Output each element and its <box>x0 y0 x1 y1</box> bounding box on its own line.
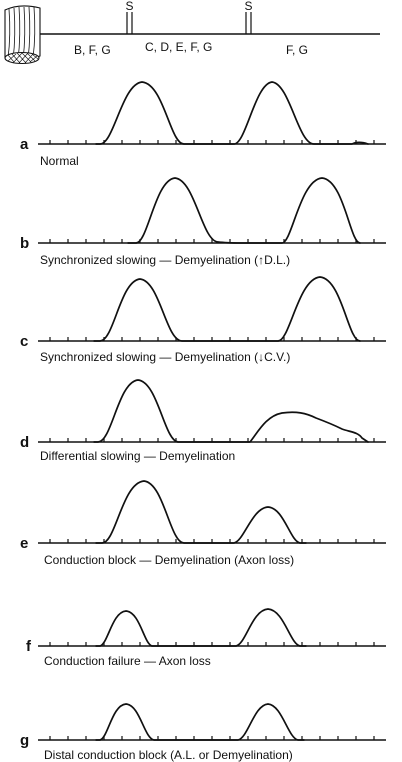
nerve-bundle-icon <box>4 5 41 65</box>
stimulation-site-1: S <box>125 0 134 34</box>
stim-label-1: S <box>125 0 133 13</box>
nerve-schematic: S S B, F, G C, D, E, F, G F, G <box>4 0 380 65</box>
waveform-a <box>95 81 369 145</box>
panel-letter-b: b <box>20 235 29 252</box>
panel-c: c Synchronized slowing — Demyelination (… <box>20 276 386 364</box>
panel-caption-e: Conduction block — Demyelination (Axon l… <box>44 553 294 567</box>
panel-a: a Normal <box>20 81 386 168</box>
stimulation-site-2: S <box>244 0 253 34</box>
panel-letter-f: f <box>26 638 32 655</box>
panel-caption-d: Differential slowing — Demyelination <box>40 449 235 463</box>
panel-d: d Differential slowing — Demyelination <box>20 379 386 463</box>
segment-label-2: C, D, E, F, G <box>145 40 212 54</box>
panel-f: f Conduction failure — Axon loss <box>26 608 386 668</box>
panel-caption-c: Synchronized slowing — Demyelination (↓C… <box>40 350 290 364</box>
panel-caption-g: Distal conduction block (A.L. or Demyeli… <box>44 748 293 762</box>
panel-letter-a: a <box>20 136 29 153</box>
panel-b: b Synchronized slowing — Demyelination (… <box>20 177 386 267</box>
segment-label-1: B, F, G <box>74 43 111 57</box>
waveform-g <box>95 703 305 741</box>
waveform-f <box>95 608 307 647</box>
panel-e: e Conduction block — Demyelination (Axon… <box>20 480 386 567</box>
stim-label-2: S <box>244 0 252 13</box>
panel-letter-g: g <box>20 732 29 749</box>
segment-label-3: F, G <box>286 43 308 57</box>
panel-letter-e: e <box>20 535 28 552</box>
panel-caption-a: Normal <box>40 154 79 168</box>
waveform-c <box>93 276 361 342</box>
panel-letter-c: c <box>20 333 28 350</box>
panel-caption-b: Synchronized slowing — Demyelination (↑D… <box>40 253 290 267</box>
panel-letter-d: d <box>20 434 29 451</box>
waveform-d <box>93 379 369 443</box>
panel-caption-f: Conduction failure — Axon loss <box>44 654 211 668</box>
panel-g: g Distal conduction block (A.L. or Demye… <box>20 703 386 762</box>
waveform-e <box>95 480 307 544</box>
waveform-b <box>127 177 361 244</box>
ticks-f <box>49 642 375 646</box>
